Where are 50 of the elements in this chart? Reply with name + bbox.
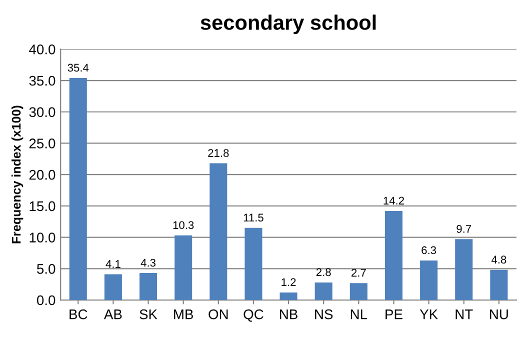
x-tick-label: MB (174, 310, 194, 320)
data-label: 2.7 (352, 268, 366, 277)
data-label: 14.2 (384, 196, 404, 204)
data-label: 35.4 (68, 64, 89, 72)
x-tick-label: PE (386, 310, 402, 320)
bar (490, 270, 508, 300)
x-tick-label: YK (420, 310, 438, 320)
bar (280, 292, 298, 300)
bar (69, 78, 87, 300)
chart-title: secondary school (200, 14, 376, 34)
bar (350, 283, 368, 300)
bar (384, 210, 402, 300)
y-tick-label: 0.0 (36, 295, 56, 306)
x-tick-label: NB (280, 310, 298, 320)
y-tick-label: 25.0 (29, 138, 56, 148)
data-label: 6.3 (422, 246, 436, 254)
y-tick-label: 40.0 (29, 44, 56, 54)
y-tick-label: 10.0 (30, 232, 56, 242)
data-label: 4.1 (106, 260, 120, 268)
data-label: 10.3 (173, 221, 194, 230)
bar (420, 260, 438, 300)
x-tick-label: NU (490, 310, 508, 320)
y-tick-label: 5.0 (36, 264, 56, 274)
bar (314, 282, 332, 300)
data-label: 11.5 (244, 214, 264, 222)
bar (174, 235, 192, 300)
x-tick-label: NT (456, 310, 473, 320)
bar (104, 274, 122, 300)
data-label: 4.3 (140, 258, 156, 267)
bar (210, 163, 228, 300)
y-tick-label: 30.0 (29, 107, 56, 118)
x-tick-label: BC (70, 309, 88, 320)
bar (455, 239, 473, 300)
data-label: 9.7 (456, 224, 472, 233)
data-label: 2.8 (316, 268, 331, 276)
x-tick-label: NS (315, 309, 333, 320)
bar (140, 273, 158, 300)
data-label: 4.8 (491, 256, 506, 264)
y-axis-title: Frequency index (x100) (12, 106, 24, 244)
y-tick-label: 35.0 (29, 76, 56, 86)
x-tick-label: NL (350, 310, 368, 320)
x-tick-label: ON (208, 309, 228, 320)
bar (244, 228, 262, 300)
x-tick-label: SK (140, 309, 158, 320)
x-tick-label: AB (104, 310, 122, 320)
data-label: 1.2 (282, 278, 296, 286)
data-label: 21.8 (208, 149, 229, 157)
x-tick-label: QC (244, 309, 264, 322)
y-tick-label: 15.0 (30, 201, 56, 212)
y-tick-label: 20.0 (29, 170, 56, 180)
